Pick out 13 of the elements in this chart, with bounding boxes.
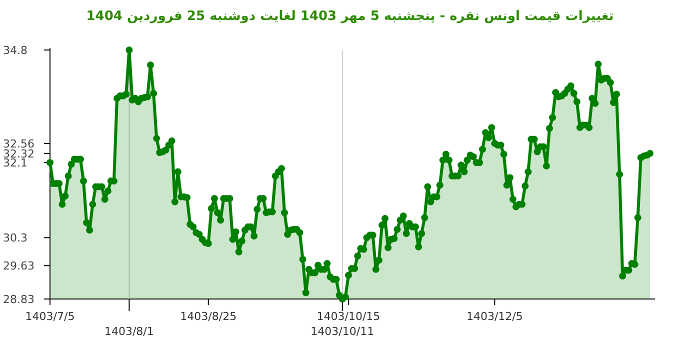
y-tick-label: 32.1 xyxy=(3,156,28,170)
x-tick-label: 1403/12/5 xyxy=(466,310,523,323)
x-tick-label: 1403/10/11 xyxy=(310,325,374,338)
y-tick-label: 30.3 xyxy=(3,232,28,245)
y-tick-label: 29.63 xyxy=(3,260,34,273)
y-tick-label: 32.56 xyxy=(3,137,34,150)
y-tick-label: 28.83 xyxy=(3,293,34,306)
chart-title: تغییرات قیمت اونس نقره - پنجشنبه 5 مهر 1403 لغایت دوشنبه 25 فروردین 1404 xyxy=(86,9,614,24)
x-tick-label: 1403/7/5 xyxy=(25,310,75,323)
y-tick-label: 34.8 xyxy=(3,44,28,57)
x-tick-label: 1403/8/25 xyxy=(180,310,237,323)
x-tick-label: 1403/8/1 xyxy=(104,325,154,338)
x-tick-label: 1403/10/15 xyxy=(316,310,380,323)
